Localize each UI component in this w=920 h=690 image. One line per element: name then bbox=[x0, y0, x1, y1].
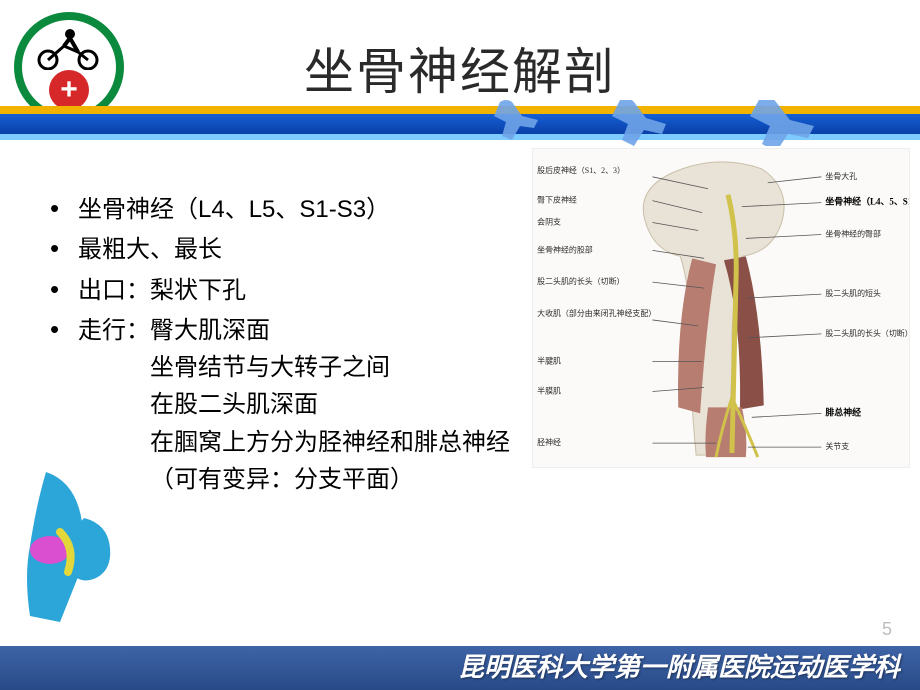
svg-text:大收肌（部分由来闭孔神经支配）: 大收肌（部分由来闭孔神经支配） bbox=[537, 308, 656, 318]
slide-title: 坐骨神经解剖 bbox=[0, 32, 920, 104]
footer-text: 昆明医科大学第一附属医院运动医学科 bbox=[458, 647, 900, 684]
svg-text:股二头肌的长头（切断）: 股二头肌的长头（切断） bbox=[537, 276, 624, 286]
list-item: 最粗大、最长 bbox=[50, 228, 510, 268]
svg-text:股后皮神经（S1、2、3）: 股后皮神经（S1、2、3） bbox=[537, 165, 625, 175]
svg-text:半腱肌: 半腱肌 bbox=[537, 356, 561, 366]
svg-text:坐骨大孔: 坐骨大孔 bbox=[825, 171, 857, 181]
list-item: 坐骨结节与大转子之间 bbox=[50, 349, 510, 386]
list-item: 出口：梨状下孔 bbox=[50, 269, 510, 309]
svg-text:臀下皮神经: 臀下皮神经 bbox=[537, 195, 577, 205]
list-item: 在腘窝上方分为胫神经和腓总神经 bbox=[50, 424, 510, 461]
list-item: 在股二头肌深面 bbox=[50, 386, 510, 423]
svg-text:半膜肌: 半膜肌 bbox=[537, 385, 561, 395]
bullet-list: 坐骨神经（L4、L5、S1-S3） 最粗大、最长 出口：梨状下孔 走行：臀大肌深… bbox=[50, 188, 510, 498]
list-item: 坐骨神经（L4、L5、S1-S3） bbox=[50, 188, 510, 228]
svg-text:会阴支: 会阴支 bbox=[537, 217, 561, 227]
svg-text:坐骨神经（L4、5、S1、2、3）: 坐骨神经（L4、5、S1、2、3） bbox=[825, 196, 909, 207]
anatomy-figure: 股后皮神经（S1、2、3） 臀下皮神经 会阴支 坐骨神经的股部 股二头肌的长头（… bbox=[532, 148, 910, 468]
svg-text:关节支: 关节支 bbox=[825, 441, 849, 451]
footer-bar: 昆明医科大学第一附属医院运动医学科 bbox=[0, 646, 920, 690]
runner-silhouettes-icon bbox=[0, 100, 920, 146]
svg-text:坐骨神经的臀部: 坐骨神经的臀部 bbox=[825, 228, 881, 238]
svg-text:胫神经: 胫神经 bbox=[537, 437, 561, 447]
svg-text:股二头肌的短头: 股二头肌的短头 bbox=[825, 288, 881, 298]
page-number: 5 bbox=[882, 619, 892, 640]
slide-body: 坐骨神经（L4、L5、S1-S3） 最粗大、最长 出口：梨状下孔 走行：臀大肌深… bbox=[50, 188, 510, 498]
knee-3d-icon bbox=[6, 472, 136, 622]
list-item: 走行：臀大肌深面 bbox=[50, 309, 510, 349]
svg-text:坐骨神经的股部: 坐骨神经的股部 bbox=[537, 244, 593, 254]
svg-text:股二头肌的长头（切断）: 股二头肌的长头（切断） bbox=[825, 328, 909, 338]
svg-text:腓总神经: 腓总神经 bbox=[825, 406, 861, 417]
header-ribbon bbox=[0, 106, 920, 142]
